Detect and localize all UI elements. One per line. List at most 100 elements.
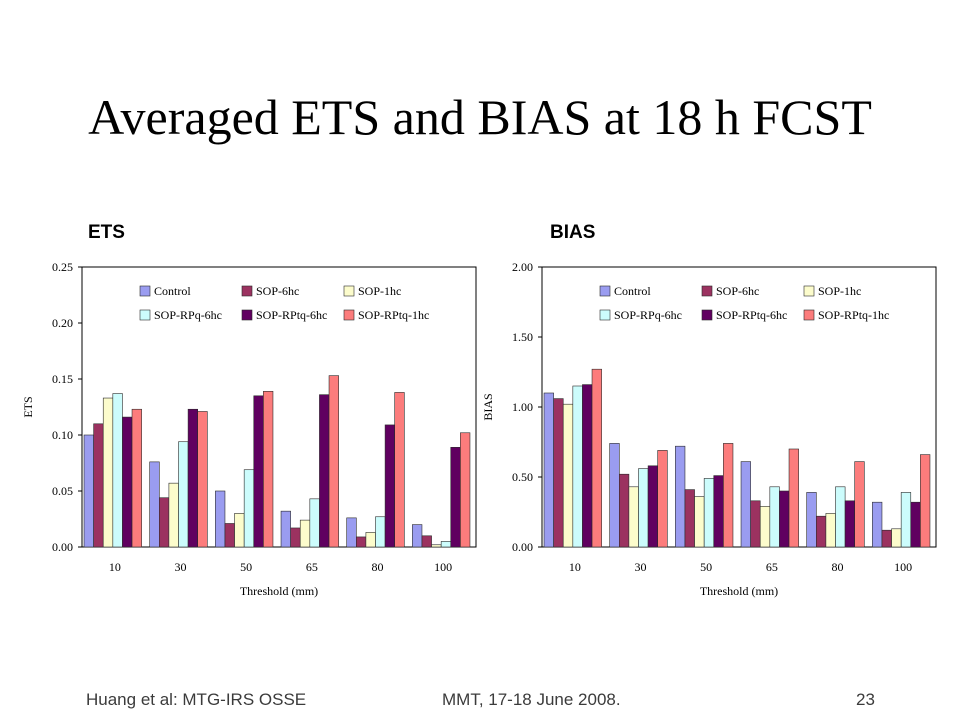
ets-y-tick-label: 0.25 — [52, 260, 73, 274]
ets-bar — [243, 469, 255, 548]
ets-bar — [328, 375, 339, 548]
page-number: 23 — [856, 690, 875, 709]
bias-bar — [713, 475, 724, 548]
ets-panel-label: ETS — [88, 222, 125, 243]
ets-bar — [460, 432, 471, 548]
ets-bar — [168, 482, 179, 548]
ets-x-tick-label: 80 — [372, 560, 384, 574]
bias-bar — [543, 392, 554, 548]
bias-x-tick-label: 30 — [635, 560, 647, 574]
bias-bar — [825, 513, 836, 548]
bias-bar — [582, 384, 593, 548]
bias-bar — [562, 403, 574, 548]
bias-legend-label: Control — [614, 284, 651, 298]
ets-bar — [394, 392, 405, 548]
ets-bar — [384, 424, 396, 548]
bias-legend-label: SOP-1hc — [818, 284, 861, 298]
bias-x-axis-label: Threshold (mm) — [700, 584, 778, 598]
bias-bar — [553, 398, 564, 548]
ets-bar — [440, 541, 452, 548]
ets-legend-swatch — [139, 309, 151, 321]
ets-x-tick-label: 50 — [240, 560, 252, 574]
ets-legend-label: SOP-RPtq-1hc — [358, 308, 429, 322]
ets-bar — [149, 461, 160, 548]
bias-bar — [572, 385, 583, 548]
ets-bar — [224, 523, 235, 548]
bias-legend-label: SOP-RPtq-6hc — [716, 308, 787, 322]
bias-chart: 0.00 0.50 1.00 1.50 2.00 BIAS 10 30 50 65 80 100 Thr… — [481, 260, 937, 598]
bias-y-tick-label: 2.00 — [512, 260, 533, 274]
ets-bar — [412, 524, 423, 548]
bias-bar — [788, 448, 799, 548]
bias-bar — [900, 492, 912, 548]
ets-bar — [159, 497, 170, 548]
ets-bar — [263, 391, 274, 548]
ets-bar — [421, 535, 432, 548]
bias-bar — [675, 445, 686, 548]
ets-bar — [355, 536, 367, 548]
ets-y-tick-label: 0.10 — [52, 428, 73, 442]
bias-bar — [806, 492, 817, 548]
footer-author: Huang et al: MTG-IRS OSSE — [86, 690, 307, 709]
bias-x-tick-label: 80 — [832, 560, 844, 574]
ets-y-tick-label: 0.20 — [52, 316, 73, 330]
bias-bar — [844, 500, 856, 548]
bias-y-axis-label: BIAS — [481, 393, 495, 420]
ets-legend-label: SOP-6hc — [256, 284, 299, 298]
ets-legend-swatch — [139, 285, 151, 297]
ets-legend-label: SOP-RPq-6hc — [154, 308, 222, 322]
bias-panel-label: BIAS — [550, 222, 596, 243]
bias-bar — [881, 529, 892, 548]
ets-bar — [131, 408, 142, 548]
bias-bar — [920, 454, 931, 548]
ets-chart: 0.00 0.05 0.10 0.15 0.20 0.25 ETS 10 30 50 65 80 100… — [21, 260, 477, 598]
ets-y-tick-label: 0.00 — [52, 540, 73, 554]
bias-legend-swatch — [803, 285, 815, 297]
ets-y-axis-label: ETS — [21, 396, 35, 417]
bias-legend-label: SOP-6hc — [716, 284, 759, 298]
ets-bar — [83, 434, 94, 548]
ets-x-tick-label: 65 — [306, 560, 318, 574]
ets-bar — [215, 490, 226, 548]
bias-bar — [591, 368, 602, 548]
bias-bar — [779, 490, 790, 548]
ets-legend-swatch — [241, 285, 253, 297]
bias-bar — [854, 461, 865, 548]
ets-bar — [309, 498, 320, 548]
bias-bar — [872, 501, 883, 548]
bias-x-tick-label: 50 — [700, 560, 712, 574]
bias-bar — [740, 461, 751, 548]
ets-bar — [431, 544, 442, 548]
bias-bar — [835, 486, 846, 548]
ets-x-tick-label: 30 — [175, 560, 187, 574]
bias-legend-swatch — [701, 309, 713, 321]
bias-bar — [657, 450, 668, 548]
bias-legend-label: SOP-RPtq-1hc — [818, 308, 889, 322]
bias-x-tick-label: 100 — [894, 560, 912, 574]
bias-legend-label: SOP-RPq-6hc — [614, 308, 682, 322]
ets-x-axis-label: Threshold (mm) — [240, 584, 318, 598]
ets-bar — [375, 516, 386, 548]
bias-bar — [891, 528, 902, 548]
ets-bar — [299, 519, 311, 548]
bias-bar — [759, 506, 771, 548]
bias-bar — [619, 473, 630, 548]
ets-bar — [112, 393, 123, 548]
ets-bar — [122, 416, 133, 548]
ets-legend-label: Control — [154, 284, 191, 298]
ets-legend-swatch — [343, 285, 355, 297]
bias-legend-swatch — [701, 285, 713, 297]
bias-y-tick-label: 1.50 — [512, 330, 533, 344]
bias-y-tick-label: 0.50 — [512, 470, 533, 484]
ets-bar — [280, 510, 291, 548]
ets-legend-swatch — [241, 309, 253, 321]
bias-legend-swatch — [599, 285, 611, 297]
ets-x-tick-label: 100 — [434, 560, 452, 574]
ets-x-tick-label: 10 — [109, 560, 121, 574]
bias-bar — [694, 496, 705, 548]
bias-bar — [910, 501, 921, 548]
footer-meeting: MMT, 17-18 June 2008. — [442, 690, 621, 709]
bias-x-tick-label: 65 — [766, 560, 778, 574]
ets-legend-swatch — [343, 309, 355, 321]
bias-y-tick-label: 0.00 — [512, 540, 533, 554]
